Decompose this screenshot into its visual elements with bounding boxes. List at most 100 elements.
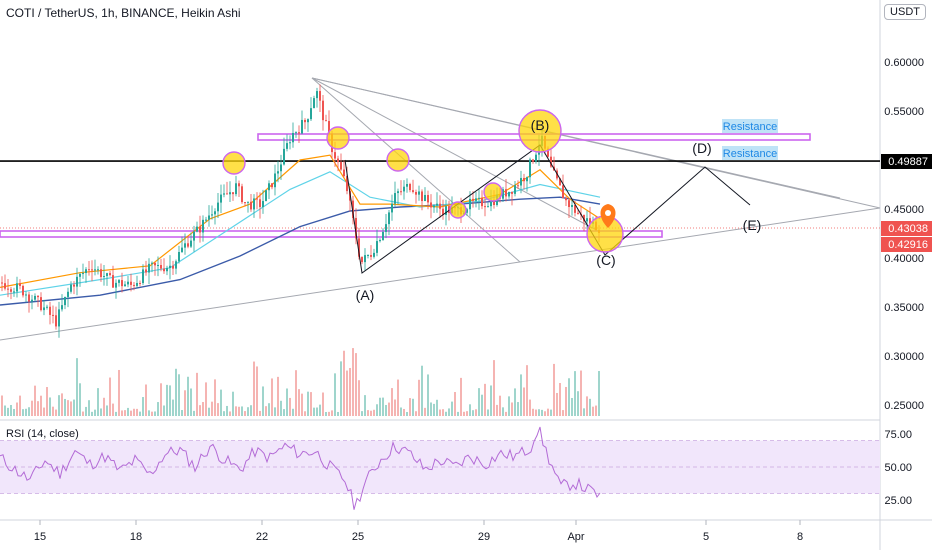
volume-bar (418, 379, 420, 416)
candle-body (268, 183, 270, 191)
candle-body (589, 218, 591, 224)
candle-body (433, 205, 435, 208)
volume-bar (460, 377, 462, 416)
candle-body (238, 183, 240, 187)
candle-body (382, 231, 384, 241)
candle-body (319, 91, 321, 101)
candle-body (409, 183, 411, 191)
candle-body (352, 200, 354, 218)
volume-bar (238, 406, 240, 416)
candle-body (136, 283, 138, 286)
price-tick-label: 0.30000 (884, 351, 924, 363)
candle-body (187, 243, 189, 247)
fan-line (311, 77, 841, 199)
candle-body (367, 254, 369, 256)
candle-body (292, 132, 294, 143)
time-tick-label: 25 (352, 531, 364, 543)
candle-body (64, 296, 66, 306)
candle-body (505, 189, 507, 197)
candle-body (436, 203, 438, 206)
candle-body (193, 231, 195, 241)
volume-bar (532, 408, 534, 416)
candle-body (229, 192, 231, 195)
candle-body (247, 201, 249, 203)
candle-body (241, 186, 243, 203)
highlight-circle (483, 182, 503, 202)
candle-body (31, 299, 33, 302)
volume-bar (379, 397, 381, 416)
volume-bar (136, 408, 138, 416)
volume-bar (139, 411, 141, 416)
triangle-lower-line (0, 207, 881, 341)
volume-bar (481, 394, 483, 416)
volume-bar (49, 397, 51, 416)
volume-bar (106, 405, 108, 416)
volume-bar (334, 373, 336, 416)
candle-body (379, 240, 381, 242)
candle-body (115, 282, 117, 288)
candle-body (61, 305, 63, 310)
candle-body (394, 193, 396, 204)
volume-bar (79, 383, 81, 416)
candle-body (298, 132, 300, 134)
volume-bar (355, 353, 357, 416)
candle-body (25, 294, 27, 296)
candle-body (571, 205, 573, 208)
candle-body (88, 269, 90, 271)
volume-bar (436, 399, 438, 416)
candle-body (139, 283, 141, 285)
volume-bar (508, 396, 510, 416)
highlight-circle (222, 151, 246, 175)
axes: 0.600000.550000.500000.450000.400000.350… (34, 57, 932, 543)
candle-body (148, 263, 150, 273)
candle-body (475, 198, 477, 201)
volume-bar (457, 411, 459, 416)
candle-body (565, 198, 567, 201)
volume-bar (454, 391, 456, 416)
volume-bar (331, 410, 333, 416)
candle-body (484, 206, 486, 208)
candle-body (535, 154, 537, 162)
volume-bar (337, 411, 339, 416)
candle-body (421, 191, 423, 202)
volume-bar (343, 350, 345, 416)
candle-body (448, 206, 450, 214)
candle-body (226, 193, 228, 195)
volume-bar (502, 407, 504, 416)
volume-bar (391, 388, 393, 416)
currency-button[interactable]: USDT (884, 4, 926, 20)
volume-bar (289, 397, 291, 416)
candle-body (289, 142, 291, 144)
volume-bar (70, 401, 72, 416)
candle-body (220, 194, 222, 203)
volume-bar (307, 391, 309, 416)
volume-bar (73, 399, 75, 416)
candle-body (295, 132, 297, 134)
rsi-line (0, 426, 601, 510)
candle-body (97, 269, 99, 271)
candle-body (388, 212, 390, 225)
candle-body (259, 199, 261, 208)
candle-body (334, 152, 336, 159)
volume-bar (553, 363, 555, 416)
candle-body (577, 212, 579, 214)
volume-bar (487, 409, 489, 416)
candle-body (22, 285, 24, 296)
candle-body (214, 211, 216, 215)
candle-body (106, 273, 108, 277)
volume-bar (88, 400, 90, 416)
candle-body (94, 269, 96, 271)
candle-body (190, 240, 192, 247)
candle-body (202, 219, 204, 233)
highlight-circle (518, 109, 562, 153)
candle-body (76, 276, 78, 287)
volume-bar (277, 376, 279, 416)
volume-bar (199, 405, 201, 416)
volume-bar (385, 404, 387, 416)
candle-body (4, 283, 6, 289)
candle-body (550, 156, 552, 167)
volume-bar (580, 370, 582, 416)
candle-body (328, 121, 330, 134)
volume-bar (322, 392, 324, 416)
